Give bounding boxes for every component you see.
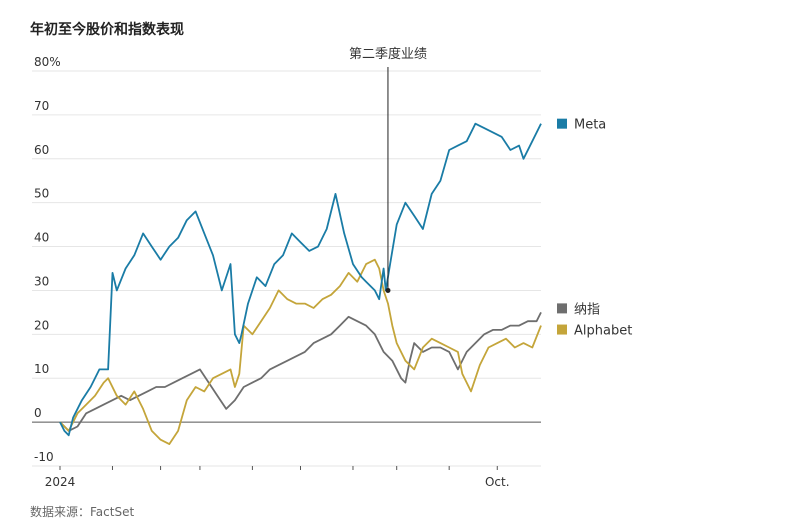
y-tick-label: 70	[34, 99, 49, 113]
legend-label-Alphabet: Alphabet	[574, 324, 632, 339]
earnings-annotation: 第二季度业绩	[349, 46, 427, 293]
gridlines	[32, 70, 541, 467]
source-note: 数据来源：FactSet	[30, 505, 135, 519]
annotation-dot	[385, 287, 391, 293]
y-tick-label: 10	[34, 362, 49, 376]
y-tick-label: -10	[34, 450, 54, 464]
legend-swatch-Meta	[557, 118, 567, 129]
series-line-纳指	[59, 311, 542, 432]
x-axis-ticks: 2024 Oct.	[45, 466, 510, 489]
legend-label-纳指: 纳指	[574, 302, 600, 317]
series-line-Meta	[59, 122, 542, 437]
series-line-Alphabet	[59, 258, 542, 446]
y-tick-label: 40	[34, 231, 49, 245]
series-lines	[59, 122, 542, 446]
x-tick-label: 2024	[45, 475, 76, 489]
x-tick-label: Oct.	[485, 475, 510, 489]
legend-label-Meta: Meta	[574, 118, 606, 133]
annotation-label: 第二季度业绩	[349, 46, 427, 62]
y-axis-ticks: 80% 70 60 50 40 30 20 10 0 -10	[34, 55, 61, 464]
y-tick-label: 80%	[34, 55, 61, 69]
chart-title: 年初至今股价和指数表现	[30, 22, 184, 38]
legend-swatch-Alphabet	[557, 324, 567, 335]
legend-swatch-纳指	[557, 303, 567, 314]
y-tick-label: 50	[34, 187, 49, 201]
y-tick-label: 0	[34, 406, 42, 420]
y-tick-label: 30	[34, 274, 49, 288]
legend: Meta 纳指 Alphabet	[557, 118, 632, 339]
y-tick-label: 60	[34, 143, 49, 157]
y-tick-label: 20	[34, 318, 49, 332]
